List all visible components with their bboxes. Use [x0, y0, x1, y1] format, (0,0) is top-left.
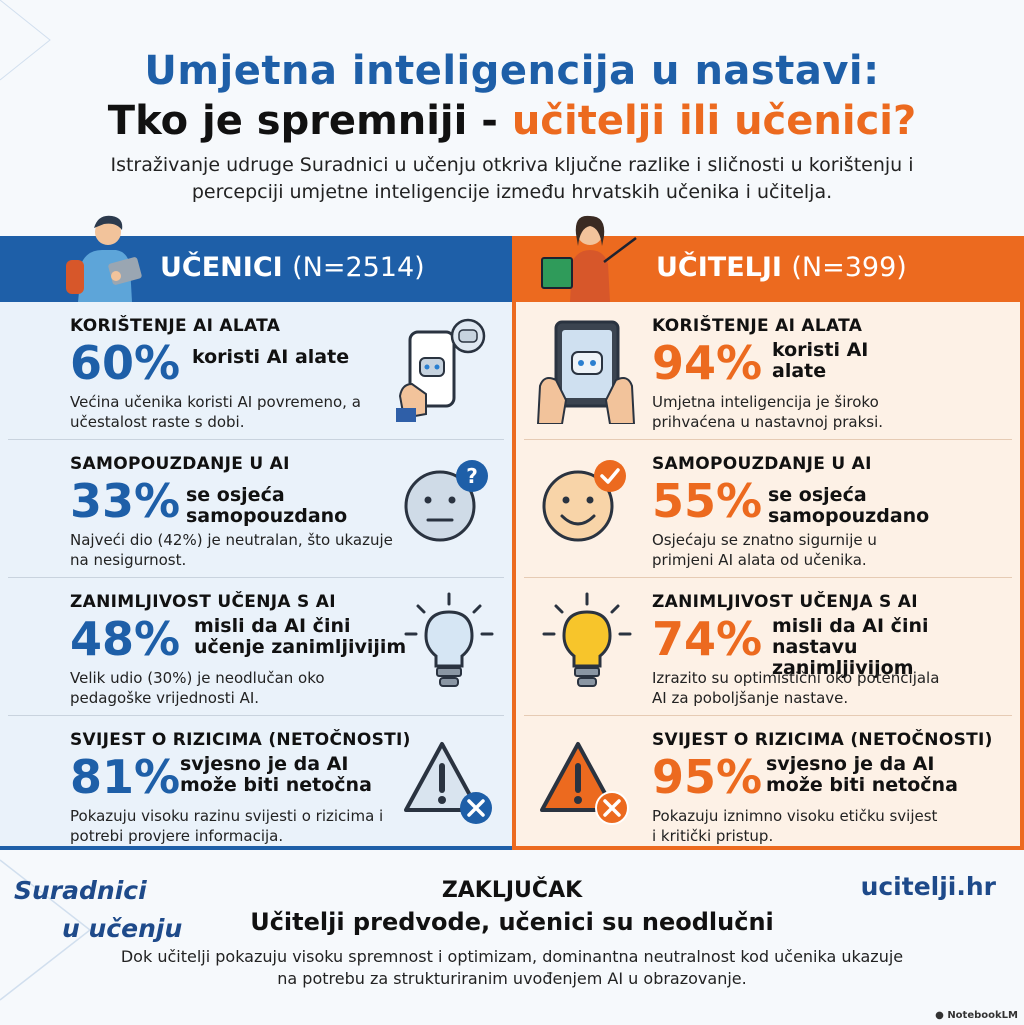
- teachers-count: (N=399): [791, 252, 907, 283]
- section-caption: koristi AI alate: [772, 339, 869, 382]
- section-title: ZANIMLJIVOST UČENJA S AI: [70, 592, 336, 612]
- students-section-usage: KORIŠTENJE AI ALATA 60% koristi AI alate…: [0, 302, 512, 439]
- students-header-band: UČENICI (N=2514): [0, 215, 512, 302]
- title-line1: Umjetna inteligencija u nastavi:: [144, 48, 880, 94]
- section-divider: [8, 715, 504, 716]
- lightbulb-on-icon: [542, 592, 632, 687]
- lightbulb-off-icon: [404, 592, 494, 687]
- notebooklm-credit: ● NotebookLM: [935, 1010, 1018, 1021]
- site-link[interactable]: ucitelji.hr: [860, 872, 996, 901]
- section-desc: Izrazito su optimistični oko potencijala…: [652, 669, 940, 707]
- section-caption: misli da AI čini nastavu zanimljivijom: [772, 615, 929, 679]
- teachers-label-text: UČITELJI: [656, 252, 782, 283]
- section-title: ZANIMLJIVOST UČENJA S AI: [652, 592, 918, 612]
- section-title: SAMOPOUZDANJE U AI: [652, 454, 872, 474]
- section-desc: Najveći dio (42%) je neutralan, što ukaz…: [70, 531, 393, 569]
- section-caption: svjesno je da AI može biti netočna: [180, 753, 372, 796]
- section-caption: misli da AI čini učenje zanimljivijim: [194, 615, 407, 658]
- section-percent: 60%: [70, 336, 181, 390]
- warning-triangle-icon: [404, 742, 492, 824]
- student-person-icon: [66, 215, 142, 302]
- students-label-text: UČENICI: [160, 252, 283, 283]
- section-title: KORIŠTENJE AI ALATA: [70, 316, 281, 336]
- brand-logo-suradnici: Suradnici u učenju: [14, 872, 182, 948]
- section-percent: 33%: [70, 474, 181, 528]
- tablet-robot-icon: [536, 320, 636, 424]
- section-title: SAMOPOUZDANJE U AI: [70, 454, 290, 474]
- section-percent: 74%: [652, 612, 763, 666]
- section-title: SVIJEST O RIZICIMA (NETOČNOSTI): [652, 730, 993, 750]
- section-caption: svjesno je da AI može biti netočna: [766, 753, 958, 796]
- section-percent: 81%: [70, 750, 181, 804]
- teachers-label: UČITELJI (N=399): [656, 252, 907, 283]
- header: Umjetna inteligencija u nastavi: Tko je …: [0, 0, 1024, 236]
- section-caption: koristi AI alate: [192, 346, 350, 368]
- conclusion-text: Dok učitelji pokazuju visoku spremnost i…: [120, 947, 904, 988]
- neutral-face-question-icon: ?: [404, 460, 488, 542]
- intro-text: Istraživanje udruge Suradnici u učenju o…: [110, 154, 914, 203]
- section-divider: [524, 577, 1012, 578]
- teacher-person-icon: [541, 215, 637, 302]
- section-percent: 95%: [652, 750, 763, 804]
- section-caption: se osjeća samopouzdano: [186, 484, 348, 527]
- section-desc: Pokazuju iznimno visoku etičku svijest i…: [652, 807, 938, 845]
- warning-triangle-icon: [540, 742, 629, 825]
- section-desc: Osjećaju se znatno sigurnije u primjeni …: [652, 531, 877, 569]
- section-divider: [8, 439, 504, 440]
- students-section-risks: SVIJEST O RIZICIMA (NETOČNOSTI) 81% svje…: [0, 716, 512, 853]
- section-desc: Pokazuju visoku razinu svijesti o rizici…: [70, 807, 384, 845]
- section-percent: 55%: [652, 474, 763, 528]
- section-title: KORIŠTENJE AI ALATA: [652, 316, 863, 336]
- teachers-section-confidence: SAMOPOUZDANJE U AI 55% se osjeća samopou…: [516, 440, 1020, 577]
- teachers-section-usage: KORIŠTENJE AI ALATA 94% koristi AI alate…: [516, 302, 1020, 439]
- section-divider: [524, 715, 1012, 716]
- section-divider: [524, 439, 1012, 440]
- students-count: (N=2514): [292, 252, 425, 283]
- brand-line1: Suradnici: [14, 876, 147, 905]
- section-desc: Većina učenika koristi AI povremeno, a u…: [70, 393, 361, 431]
- teachers-header-band: UČITELJI (N=399): [516, 215, 1020, 302]
- section-desc: Velik udio (30%) je neodlučan oko pedago…: [70, 669, 325, 707]
- section-desc: Umjetna inteligencija je široko prihvaće…: [652, 393, 884, 431]
- students-label: UČENICI (N=2514): [160, 252, 425, 283]
- smiley-check-icon: [542, 460, 626, 542]
- section-percent: 48%: [70, 612, 181, 666]
- svg-text:?: ?: [466, 464, 478, 488]
- teachers-section-risks: SVIJEST O RIZICIMA (NETOČNOSTI) 95% svje…: [516, 716, 1020, 853]
- teachers-section-interest: ZANIMLJIVOST UČENJA S AI 74% misli da AI…: [516, 578, 1020, 715]
- conclusion-heading: Učitelji predvode, učenici su neodlučni: [250, 908, 774, 936]
- brand-line2: u učenju: [62, 914, 183, 943]
- section-percent: 94%: [652, 336, 763, 390]
- section-title: SVIJEST O RIZICIMA (NETOČNOSTI): [70, 730, 411, 750]
- title-accent: učitelji ili učenici?: [511, 98, 917, 144]
- section-divider: [8, 577, 504, 578]
- section-caption: se osjeća samopouzdano: [768, 484, 930, 527]
- title-line2: Tko je spremniji - učitelji ili učenici?: [0, 98, 1024, 144]
- phone-robot-icon: [396, 318, 486, 422]
- credit-text: NotebookLM: [947, 1010, 1018, 1021]
- students-column: UČENICI (N=2514) KORIŠTENJE AI ALATA 60%…: [0, 215, 512, 853]
- conclusion-label: ZAKLJUČAK: [441, 878, 583, 903]
- footer: Suradnici u učenju ucitelji.hr ZAKLJUČAK…: [0, 850, 1024, 1025]
- students-section-confidence: SAMOPOUZDANJE U AI 33% se osjeća samopou…: [0, 440, 512, 577]
- teachers-column: UČITELJI (N=399) KORIŠTENJE AI ALATA 94%…: [512, 215, 1024, 853]
- students-section-interest: ZANIMLJIVOST UČENJA S AI 48% misli da AI…: [0, 578, 512, 715]
- title-prefix: Tko je spremniji -: [107, 98, 512, 144]
